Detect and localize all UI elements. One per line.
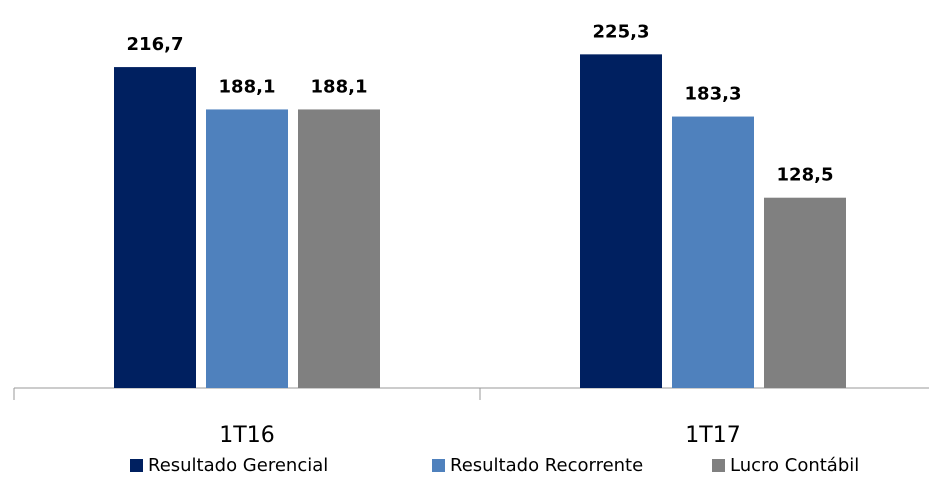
bar <box>114 67 196 388</box>
bar <box>764 197 846 388</box>
value-label: 188,1 <box>311 76 368 97</box>
legend-swatch <box>712 459 725 472</box>
x-tick-label: 1T16 <box>219 423 274 448</box>
value-label: 216,7 <box>127 34 184 55</box>
value-label: 225,3 <box>593 21 650 42</box>
value-label: 188,1 <box>219 76 276 97</box>
x-tick-label: 1T17 <box>685 423 740 448</box>
legend-swatch <box>432 459 445 472</box>
legend-label: Resultado Recorrente <box>450 455 643 476</box>
bar <box>672 116 754 388</box>
legend-swatch <box>130 459 143 472</box>
legend-label: Lucro Contábil <box>730 455 859 476</box>
legend-label: Resultado Gerencial <box>148 455 328 476</box>
value-label: 183,3 <box>685 84 742 105</box>
bar <box>580 54 662 389</box>
bar <box>206 109 288 388</box>
value-label: 128,5 <box>777 165 834 186</box>
bar <box>298 109 380 388</box>
